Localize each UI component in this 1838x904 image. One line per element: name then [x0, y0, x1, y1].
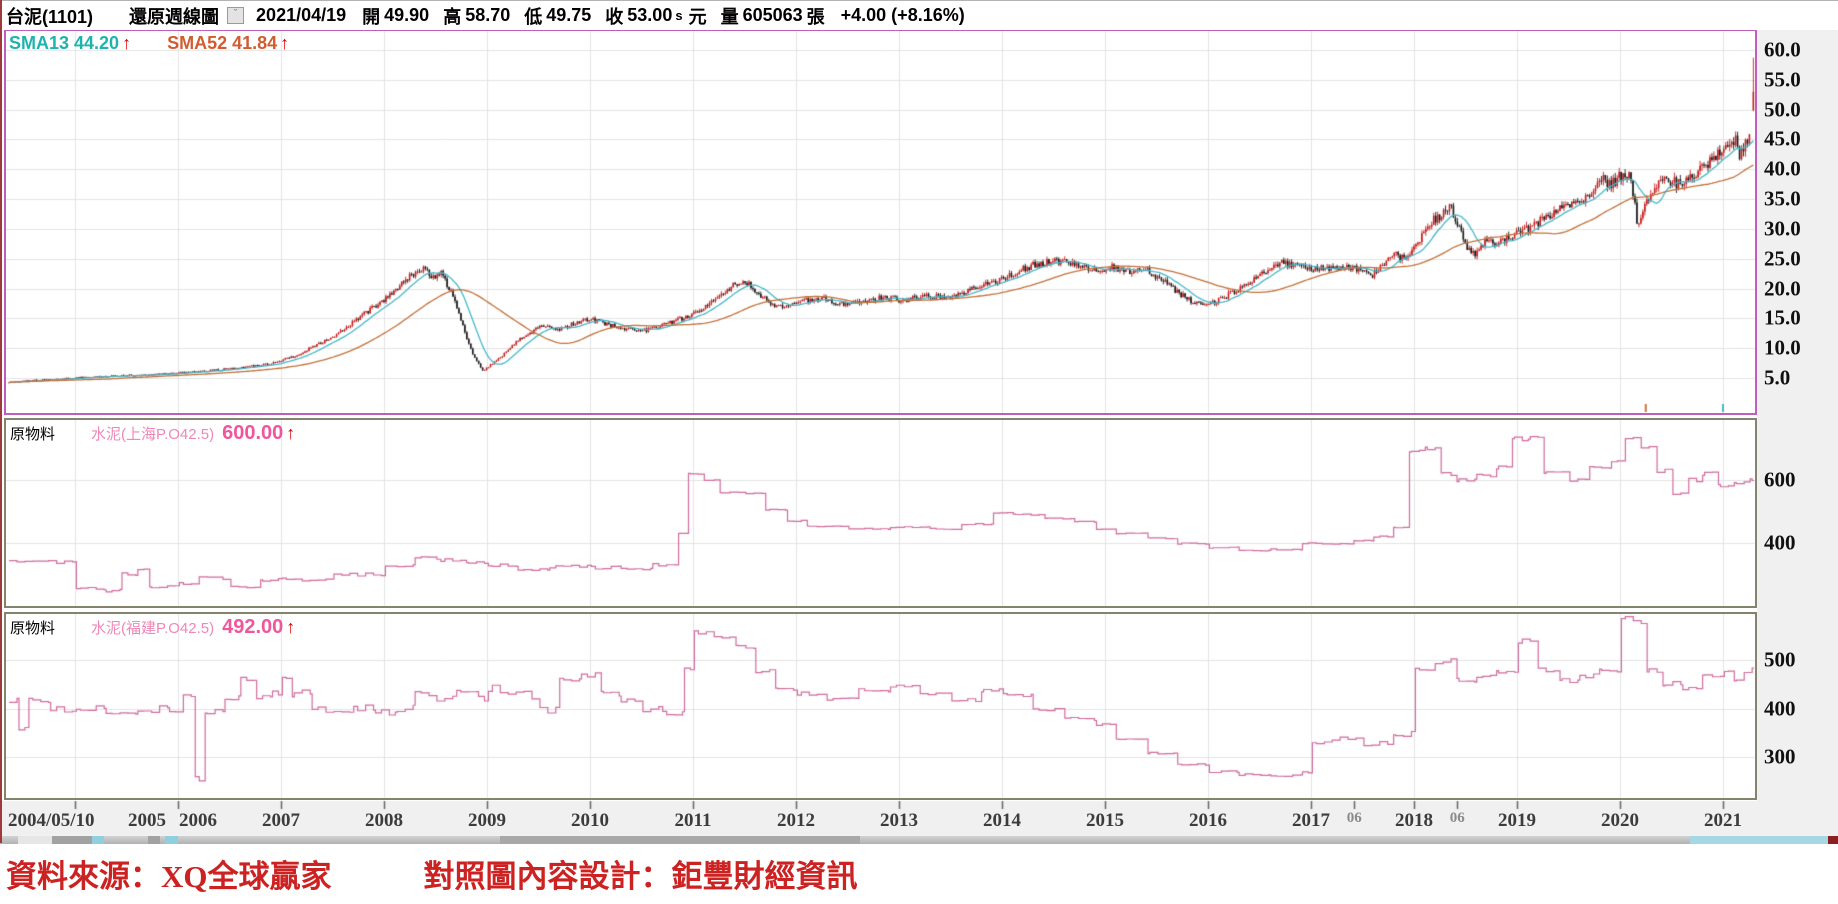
- main-y-axis-label: 40.0: [1764, 156, 1801, 181]
- fujian-cement-legend: 原物料 水泥(福建P.O42.5) 492.00 ↑: [10, 616, 295, 639]
- x-axis-year-label: 2014: [983, 810, 1021, 831]
- volume-value: 605063: [742, 5, 803, 25]
- main-y-axis-label: 55.0: [1764, 67, 1801, 92]
- x-axis-month-label: 06: [1346, 810, 1362, 826]
- volume-label: 量: [720, 6, 739, 27]
- shanghai-y-axis-label: 600: [1764, 467, 1796, 492]
- close-flag: s: [675, 8, 683, 23]
- fujian-cement-panel[interactable]: [4, 612, 1757, 800]
- main-y-axis-label: 15.0: [1764, 305, 1801, 330]
- x-axis-year-label: 2016: [1189, 810, 1227, 831]
- chart-type[interactable]: 還原週線圖: [129, 6, 220, 27]
- price-unit: 元: [688, 6, 707, 27]
- fujian-up-arrow-icon: ↑: [286, 617, 296, 637]
- main-y-axis-label: 10.0: [1764, 335, 1801, 360]
- raw-material-label: 原物料: [10, 620, 56, 637]
- fujian-series-name: 水泥(福建P.O42.5): [91, 620, 215, 637]
- sma-legend: SMA13 44.20 ↑ SMA52 41.84 ↑: [9, 33, 289, 54]
- fujian-y-axis-label: 300: [1764, 744, 1796, 769]
- main-y-axis-label: 45.0: [1764, 126, 1801, 151]
- fujian-series-value: 492.00: [222, 616, 284, 638]
- low-value: 49.75: [546, 5, 592, 25]
- sma13-up-arrow-icon: ↑: [122, 33, 132, 53]
- shanghai-series-value: 600.00: [222, 422, 284, 444]
- main-y-axis-label: 25.0: [1764, 246, 1801, 271]
- data-source-text: 資料來源：XQ全球贏家: [6, 859, 332, 894]
- x-axis-year-label: 2007: [262, 810, 300, 831]
- fujian-y-axis-label: 500: [1764, 647, 1796, 672]
- sma52-label: SMA52 41.84: [167, 33, 278, 53]
- x-axis-year-label: 2017: [1292, 810, 1330, 831]
- x-axis-year-label: 2013: [880, 810, 918, 831]
- high-label: 高: [443, 6, 462, 27]
- main-y-axis-label: 60.0: [1764, 37, 1801, 62]
- shanghai-up-arrow-icon: ↑: [286, 423, 296, 443]
- scrollbar-segment[interactable]: [148, 836, 160, 844]
- x-axis-year-label: 2019: [1498, 810, 1536, 831]
- scrollbar-segment[interactable]: [165, 836, 178, 844]
- close-value: 53.00: [627, 5, 673, 25]
- shanghai-cement-panel[interactable]: [4, 418, 1757, 608]
- x-axis-year-label: 2010: [571, 810, 609, 831]
- fujian-y-axis-label: 400: [1764, 696, 1796, 720]
- main-price-panel[interactable]: [4, 29, 1757, 415]
- x-axis-year-label: 2006: [179, 810, 217, 831]
- chevron-down-icon[interactable]: ˇ: [227, 7, 245, 24]
- quote-date: 2021/04/19: [256, 5, 347, 25]
- scrollbar-segment[interactable]: [52, 836, 92, 844]
- x-axis-month-label: 06: [1449, 810, 1465, 826]
- x-axis-year-label: 2005: [128, 810, 166, 831]
- change-value: +4.00 (+8.16%): [840, 5, 965, 25]
- x-axis-year-label: 2012: [777, 810, 815, 831]
- quote-bar: 台泥(1101) 還原週線圖 ˇ 2021/04/19 開 49.90 高 58…: [0, 0, 1838, 30]
- raw-material-label: 原物料: [10, 426, 56, 443]
- x-axis-year-label: 2015: [1086, 810, 1124, 831]
- x-axis-year-label: 2021: [1704, 810, 1742, 831]
- x-axis-year-label: 2020: [1601, 810, 1639, 831]
- x-axis-year-label: 2011: [674, 810, 712, 831]
- main-y-axis-label: 20.0: [1764, 276, 1801, 301]
- horizontal-scrollbar[interactable]: [0, 836, 1838, 844]
- main-y-axis-label: 50.0: [1764, 97, 1801, 122]
- shanghai-series-name: 水泥(上海P.O42.5): [91, 426, 215, 443]
- main-y-axis-label: 30.0: [1764, 216, 1801, 241]
- main-y-axis-label: 35.0: [1764, 186, 1801, 211]
- low-label: 低: [524, 6, 543, 27]
- scrollbar-corner[interactable]: [1828, 836, 1838, 844]
- scrollbar-segment[interactable]: [1690, 836, 1828, 844]
- volume-unit: 張: [806, 6, 825, 27]
- design-credit-text: 對照圖內容設計：鉅豐財經資訊: [423, 859, 858, 894]
- close-label: 收: [605, 6, 624, 27]
- scrollbar-thumb[interactable]: [500, 836, 860, 844]
- symbol-name: 台泥(1101): [6, 6, 94, 27]
- window-left-edge: [0, 0, 2, 843]
- main-y-axis-label: 5.0: [1764, 365, 1791, 390]
- footer-credits: 資料來源：XQ全球贏家 對照圖內容設計：鉅豐財經資訊: [6, 851, 858, 896]
- shanghai-cement-legend: 原物料 水泥(上海P.O42.5) 600.00 ↑: [10, 422, 295, 445]
- sma52-up-arrow-icon: ↑: [280, 33, 290, 53]
- x-axis-year-label: 2008: [365, 810, 403, 831]
- x-axis-year-label: 2009: [468, 810, 506, 831]
- x-axis-year-label: 2018: [1395, 810, 1433, 831]
- open-label: 開: [362, 6, 381, 27]
- scrollbar-segment[interactable]: [92, 836, 104, 844]
- high-value: 58.70: [465, 5, 511, 25]
- x-axis-start-date: 2004/05/10: [8, 810, 95, 831]
- shanghai-y-axis-label: 400: [1764, 530, 1796, 555]
- sma13-label: SMA13 44.20: [9, 33, 120, 53]
- scrollbar-segment[interactable]: [18, 836, 52, 844]
- open-value: 49.90: [384, 5, 430, 25]
